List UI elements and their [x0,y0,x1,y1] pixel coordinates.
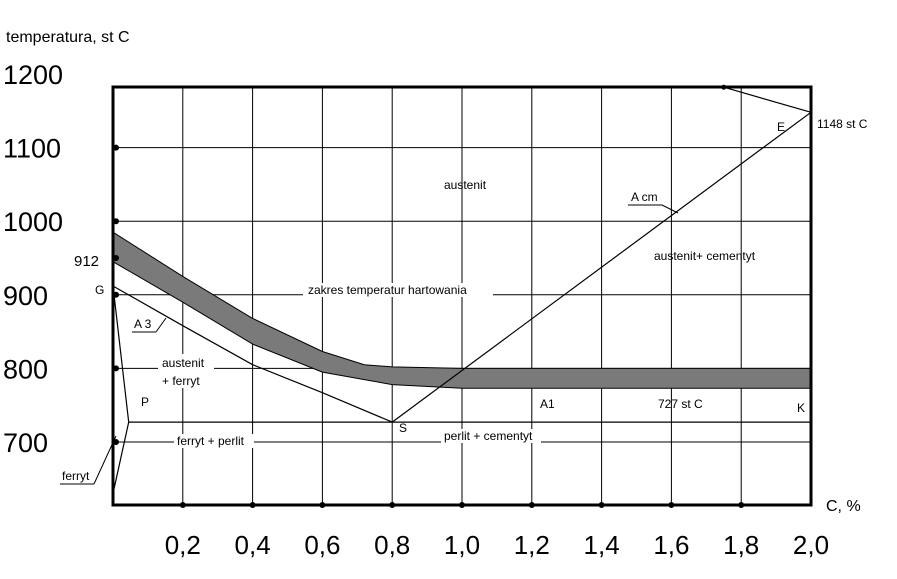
x-tick-label: 0,8 [374,530,410,560]
a1-label: A1 [540,397,555,411]
region-austenit-ferryt-line1: austenit [162,356,205,370]
value-727: 727 st C [658,397,703,411]
y-tick-label: 1000 [3,207,63,237]
x-axis-title: C, % [826,498,861,515]
hardening-band-label: zakres temperatur hartowania [308,283,467,297]
y-tick-label: 700 [3,428,48,458]
value-1148: 1148 st C [817,117,868,131]
tick-dots [113,84,745,508]
y-tick-labels: 1200 1100 1000 900 800 700 [3,60,63,458]
region-ferryt-perlit: ferryt + perlit [177,434,245,448]
x-tick-label: 1,8 [723,530,759,560]
region-austenit-cementyt: austenit+ cementyt [654,249,756,263]
x-tick-dot [319,502,326,508]
x-tick-labels: 0,2 0,4 0,6 0,8 1,0 1,2 1,4 1,6 1,8 2,0 [165,530,829,560]
hardening-label-bg [303,283,493,297]
x-tick-label: 2,0 [793,530,829,560]
y-tick-dot [113,218,119,225]
x-tick-dot [598,502,605,508]
a3-label: A 3 [134,317,152,331]
y-tick-dot [113,144,119,151]
ferrite-solvus-line [112,421,130,494]
x-tick-dot [738,502,745,508]
x-tick-dot [459,502,465,508]
acm-label: A cm [631,190,658,204]
y-axis-title: temperatura, st C [6,29,130,46]
y-tick-dot [113,439,119,445]
y-tick-label: 1100 [3,134,61,164]
x-tick-dot [179,502,186,508]
x-tick-label: 1,0 [444,530,480,560]
liquidus-dot [721,84,727,90]
x-tick-label: 0,4 [235,530,271,560]
region-austenit: austenit [444,178,487,192]
y-tick-label: 1200 [3,60,63,90]
x-tick-dot [528,502,535,508]
a3-line [112,285,393,423]
x-tick-label: 1,6 [653,530,689,560]
gp-line [112,285,130,423]
x-tick-label: 1,4 [584,530,620,560]
x-tick-label: 0,2 [165,530,201,560]
y-tick-dot [113,365,119,372]
ferryt-perlit-bg [174,434,254,448]
y-tick-label: 900 [3,281,48,311]
region-austenit-ferryt-line2: + ferryt [162,374,200,388]
point-e-label: E [777,120,785,134]
point-p-label: P [141,395,149,409]
band-edge-dot [113,255,119,261]
x-tick-dot [249,502,256,508]
point-g-label: G [95,283,104,297]
x-tick-dot [668,502,675,508]
austenit-ferryt-bg [158,354,214,388]
y-tick-label: 800 [3,354,48,384]
acm-line [391,111,812,423]
x-tick-dot [389,502,396,508]
liquidus-line [723,86,812,113]
point-k-label: K [797,401,805,415]
y-tick-dot [113,291,119,298]
value-912: 912 [74,253,99,270]
a3-leader [155,317,167,333]
point-s-label: S [399,421,407,435]
region-ferryt: ferryt [62,469,90,483]
x-tick-label: 0,6 [304,530,340,560]
perlit-cementyt-bg [441,429,541,443]
ferryt-leader [93,435,117,485]
region-perlit-cementyt: perlit + cementyt [444,429,533,443]
acm-leader [661,204,679,214]
x-tick-label: 1,2 [514,530,550,560]
